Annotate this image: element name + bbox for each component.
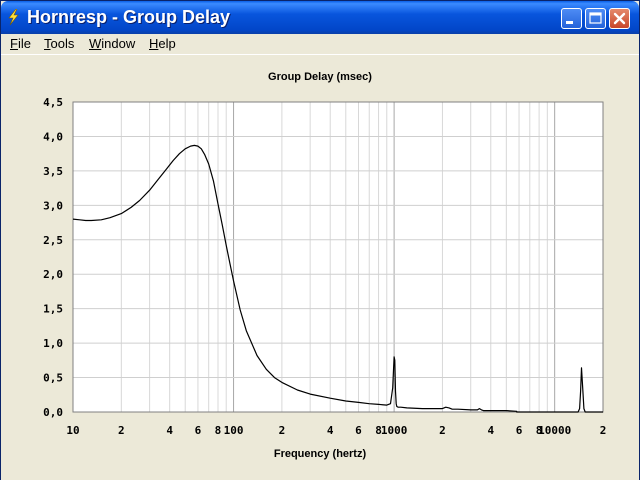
x-tick-label: 6 [195,424,202,437]
menu-help[interactable]: Help [149,36,176,51]
lightning-bolt-icon [8,9,19,25]
x-tick-label: 8 [215,424,222,437]
y-tick-label: 0,5 [43,372,63,385]
maximize-icon [589,12,602,24]
minimize-button[interactable] [561,8,582,29]
title-bar[interactable]: Hornresp - Group Delay [1,1,639,34]
chart-area: Group Delay (msec) 0,0 0,5 1,0 1,5 2,0 2,5 3,0… [1,54,639,480]
x-tick-label: 10 [66,424,79,437]
y-tick-label: 2,5 [43,234,63,247]
close-button[interactable] [609,8,630,29]
menu-tools-rest: ools [50,36,75,51]
y-tick-label: 3,5 [43,165,63,178]
y-tick-label: 4,5 [43,96,63,109]
menu-help-key: H [149,36,159,51]
x-tick-label: 2 [600,424,607,437]
chart-title: Group Delay (msec) [268,71,372,83]
plot-background [73,102,603,412]
y-tick-label: 2,0 [43,268,63,281]
x-tick-label: 8 [536,424,543,437]
y-tick-label: 0,0 [43,406,63,419]
y-tick-label: 1,5 [43,303,63,316]
x-tick-label: 4 [487,424,494,437]
x-tick-label: 8 [375,424,382,437]
menu-file-rest: ile [17,36,31,51]
x-tick-label: 100 [224,424,244,437]
menu-file[interactable]: File [10,36,31,51]
x-tick-label: 1000 [381,424,408,437]
y-tick-label: 3,0 [43,199,63,212]
minimize-icon [566,21,573,24]
x-tick-label: 4 [327,424,334,437]
plot-frame [72,101,604,413]
x-tick-label: 6 [516,424,523,437]
menu-help-rest: elp [158,36,176,51]
menu-file-key: F [10,36,18,51]
x-axis-label: Frequency (hertz) [273,448,367,460]
group-delay-series-line [72,144,603,413]
maximize-button[interactable] [585,8,606,29]
y-tick-label: 4,0 [43,130,63,143]
y-tick-label: 1,0 [43,337,63,350]
x-tick-label: 10000 [538,424,571,437]
group-delay-chart: 0,00,51,01,52,02,53,03,54,04,510 2 4 6 8 100 2… [43,96,607,437]
x-tick-label: 2 [279,424,286,437]
x-tick-label: 2 [439,424,446,437]
menu-tools[interactable]: Tools [44,36,74,51]
x-tick-label: 4 [166,424,173,437]
x-tick-label: 2 [118,424,125,437]
x-tick-label: 6 [355,424,362,437]
menu-window-rest: indow [101,36,136,51]
window-title: Hornresp - Group Delay [27,7,231,27]
menu-tools-key: T [44,36,51,51]
menu-bar: File Tools Window Help [1,34,639,54]
menu-window-key: W [89,36,102,51]
close-icon [613,12,626,25]
menu-window[interactable]: Window [89,36,135,51]
